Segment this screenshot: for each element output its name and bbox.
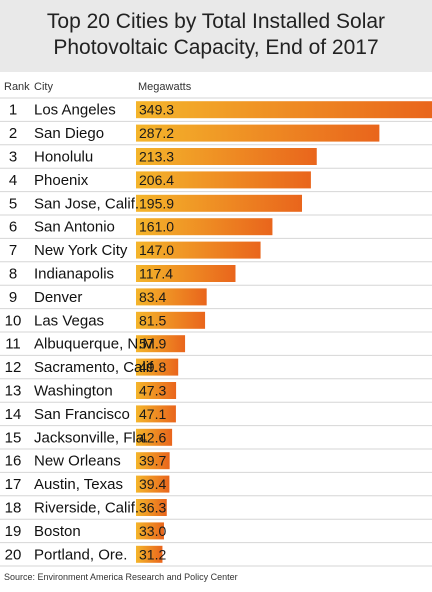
city-label: Sacramento, Calif.: [34, 359, 157, 376]
bar: [136, 475, 170, 493]
rank-label: 12: [5, 359, 22, 376]
bar: [136, 148, 317, 165]
bar: [136, 428, 173, 446]
value-label: 33.0: [139, 523, 166, 539]
rank-label: 17: [5, 476, 22, 493]
value-label: 81.5: [139, 312, 166, 328]
city-label: Denver: [34, 289, 82, 306]
rank-label: 2: [9, 125, 17, 142]
rank-label: 16: [5, 453, 22, 470]
rank-label: 6: [9, 219, 17, 236]
bar: [136, 218, 273, 236]
rank-label: 18: [5, 500, 22, 517]
rank-label: 11: [5, 336, 21, 353]
chart-rows: 1 Los Angeles 349.3 2 San Diego 287.2 3 Honolul…: [0, 97, 432, 567]
value-label: 42.6: [139, 429, 166, 445]
rank-column-header: Rank: [4, 81, 30, 93]
city-label: Las Vegas: [34, 312, 104, 329]
bar: [136, 522, 164, 540]
rank-label: 4: [9, 172, 17, 189]
value-label: 147.0: [139, 242, 174, 258]
value-label: 36.3: [139, 500, 166, 516]
city-label: San Francisco: [34, 406, 130, 423]
source-note: Source: Environment America Research and…: [4, 572, 238, 582]
chart-title: Top 20 Cities by Total Installed Solar P…: [0, 9, 432, 61]
bar: [136, 265, 236, 282]
bar: [136, 335, 186, 353]
city-label: San Diego: [34, 125, 104, 142]
value-label: 117.4: [139, 266, 173, 282]
bar: [136, 194, 303, 212]
rank-label: 7: [9, 242, 17, 259]
value-label: 349.3: [139, 102, 174, 118]
city-label: Los Angeles: [34, 102, 116, 119]
rank-label: 5: [9, 195, 17, 212]
city-label: Honolulu: [34, 149, 93, 166]
value-label: 39.7: [139, 453, 166, 469]
city-label: Boston: [34, 523, 81, 540]
value-label: 83.4: [139, 289, 166, 305]
city-label: New Orleans: [34, 453, 121, 470]
bar: [136, 545, 163, 563]
rank-label: 3: [9, 149, 17, 166]
rank-label: 20: [5, 546, 22, 563]
bar: [136, 171, 311, 189]
bar: [136, 382, 177, 399]
value-label: 195.9: [139, 195, 174, 211]
bar: [136, 358, 179, 376]
city-label: Jacksonville, Fla.: [34, 429, 148, 446]
city-label: Albuquerque, N.M.: [34, 336, 159, 353]
rank-label: 8: [9, 266, 17, 283]
title-line-1: Top 20 Cities by Total Installed Solar: [46, 10, 386, 33]
value-label: 206.4: [139, 172, 174, 188]
value-label: 49.8: [139, 359, 166, 375]
value-label: 39.4: [139, 476, 166, 492]
bar: [136, 452, 170, 470]
city-label: Indianapolis: [34, 266, 114, 283]
bar: [136, 124, 380, 142]
city-label: Phoenix: [34, 172, 89, 189]
value-label: 287.2: [139, 125, 174, 141]
city-label: Austin, Texas: [34, 476, 123, 493]
rank-label: 10: [5, 312, 22, 329]
city-label: Portland, Ore.: [34, 546, 127, 563]
bar: [136, 241, 261, 259]
rank-label: 13: [5, 383, 22, 400]
value-label: 161.0: [139, 219, 174, 235]
title-box: Top 20 Cities by Total Installed Solar P…: [0, 0, 432, 72]
bar: [136, 499, 167, 516]
city-column-header: City: [34, 81, 53, 93]
title-line-2: Photovoltaic Capacity, End of 2017: [53, 36, 379, 59]
value-label: 213.3: [139, 149, 174, 165]
city-label: San Jose, Calif.: [34, 195, 139, 212]
city-label: Riverside, Calif.: [34, 500, 139, 517]
rank-label: 19: [5, 523, 22, 540]
bar: [136, 311, 206, 329]
bar: [136, 405, 176, 423]
value-label: 31.2: [139, 546, 166, 562]
city-label: Washington: [34, 383, 113, 400]
rank-label: 14: [5, 406, 22, 423]
value-label: 57.9: [139, 336, 166, 352]
megawatts-column-header: Megawatts: [138, 81, 192, 93]
city-label: San Antonio: [34, 219, 115, 236]
rank-label: 9: [9, 289, 17, 306]
value-label: 47.3: [139, 383, 166, 399]
bar: [136, 101, 432, 119]
bar: [136, 288, 207, 306]
rank-label: 15: [5, 429, 22, 446]
value-label: 47.1: [139, 406, 166, 422]
city-label: New York City: [34, 242, 128, 259]
rank-label: 1: [9, 102, 17, 119]
